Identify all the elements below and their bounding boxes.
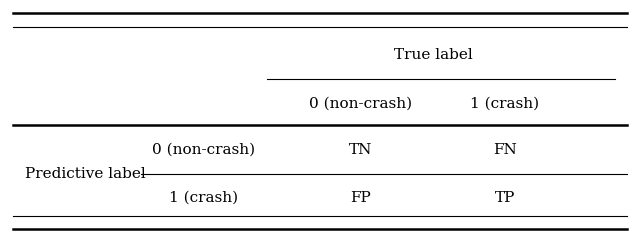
Text: True label: True label [394,48,472,62]
Text: 1 (crash): 1 (crash) [470,97,540,111]
Text: 0 (non-crash): 0 (non-crash) [152,143,255,157]
Text: FN: FN [493,143,517,157]
Text: Predictive label: Predictive label [25,167,146,181]
Text: 1 (crash): 1 (crash) [170,191,239,205]
Text: FP: FP [350,191,371,205]
Text: 0 (non-crash): 0 (non-crash) [309,97,412,111]
Text: TP: TP [495,191,515,205]
Text: TN: TN [349,143,372,157]
